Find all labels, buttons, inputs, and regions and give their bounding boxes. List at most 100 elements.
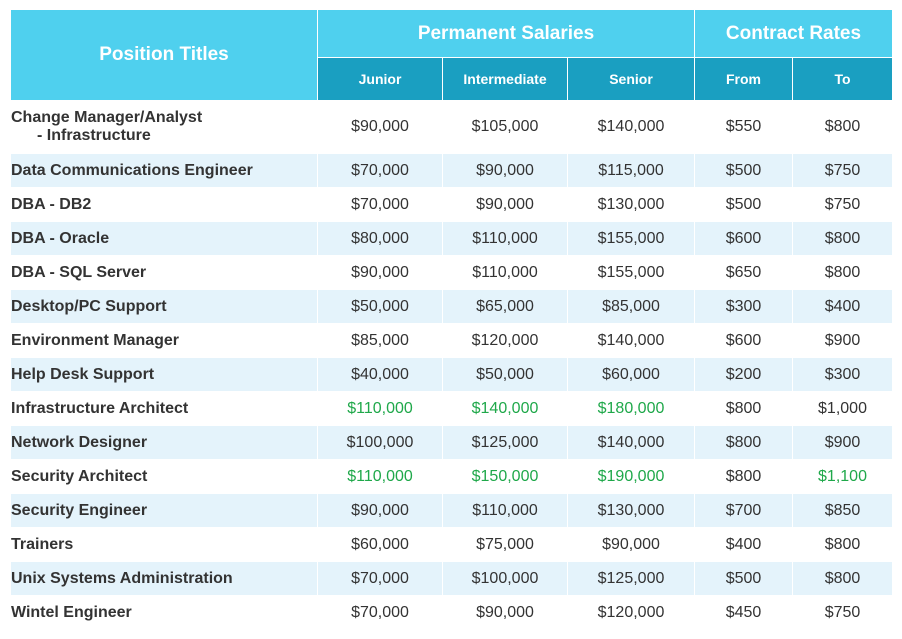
junior-salary: $100,000 [317, 425, 443, 460]
intermediate-salary: $120,000 [442, 323, 568, 358]
junior-salary: $110,000 [317, 391, 443, 426]
contract-to: $750 [792, 153, 893, 188]
header-contract-rates: Contract Rates [694, 9, 893, 58]
position-title: Wintel Engineer [10, 595, 318, 630]
table-row: DBA - SQL Server $90,000 $110,000 $155,0… [10, 255, 893, 290]
junior-salary: $85,000 [317, 323, 443, 358]
junior-salary: $90,000 [317, 100, 443, 154]
intermediate-salary: $90,000 [442, 153, 568, 188]
junior-salary: $60,000 [317, 527, 443, 562]
position-title: Infrastructure Architect [10, 391, 318, 426]
header-position-titles: Position Titles [10, 9, 318, 101]
contract-from: $550 [694, 100, 793, 154]
contract-from: $450 [694, 595, 793, 630]
senior-salary: $90,000 [567, 527, 695, 562]
table-row: Security Architect $110,000 $150,000 $19… [10, 459, 893, 494]
position-title-cell: Change Manager/Analyst - Infrastructure [10, 100, 318, 154]
senior-salary: $130,000 [567, 493, 695, 528]
contract-to: $900 [792, 323, 893, 358]
senior-salary: $140,000 [567, 425, 695, 460]
contract-from: $500 [694, 187, 793, 222]
position-title: Network Designer [10, 425, 318, 460]
contract-from: $300 [694, 289, 793, 324]
table-row: Unix Systems Administration $70,000 $100… [10, 561, 893, 596]
header-permanent-salaries: Permanent Salaries [317, 9, 695, 58]
senior-salary: $140,000 [567, 100, 695, 154]
contract-to: $850 [792, 493, 893, 528]
junior-salary: $70,000 [317, 153, 443, 188]
header-intermediate: Intermediate [442, 57, 568, 101]
salary-table: Position Titles Permanent Salaries Contr… [10, 9, 893, 630]
contract-from: $400 [694, 527, 793, 562]
table-row: DBA - DB2 $70,000 $90,000 $130,000 $500 … [10, 187, 893, 222]
table-row: Change Manager/Analyst - Infrastructure … [10, 100, 893, 154]
table-row: Infrastructure Architect $110,000 $140,0… [10, 391, 893, 426]
senior-salary: $130,000 [567, 187, 695, 222]
contract-to: $750 [792, 187, 893, 222]
junior-salary: $70,000 [317, 187, 443, 222]
position-title: Change Manager/Analyst [11, 109, 203, 126]
intermediate-salary: $150,000 [442, 459, 568, 494]
header-to: To [792, 57, 893, 101]
table-row: Environment Manager $85,000 $120,000 $14… [10, 323, 893, 358]
contract-to: $800 [792, 561, 893, 596]
position-title: Security Architect [10, 459, 318, 494]
junior-salary: $110,000 [317, 459, 443, 494]
intermediate-salary: $110,000 [442, 221, 568, 256]
junior-salary: $90,000 [317, 255, 443, 290]
intermediate-salary: $105,000 [442, 100, 568, 154]
junior-salary: $80,000 [317, 221, 443, 256]
senior-salary: $190,000 [567, 459, 695, 494]
junior-salary: $90,000 [317, 493, 443, 528]
contract-from: $800 [694, 459, 793, 494]
table-row: Network Designer $100,000 $125,000 $140,… [10, 425, 893, 460]
table-row: Help Desk Support $40,000 $50,000 $60,00… [10, 357, 893, 392]
contract-from: $800 [694, 425, 793, 460]
intermediate-salary: $65,000 [442, 289, 568, 324]
contract-to: $1,000 [792, 391, 893, 426]
senior-salary: $60,000 [567, 357, 695, 392]
contract-to: $400 [792, 289, 893, 324]
senior-salary: $120,000 [567, 595, 695, 630]
contract-from: $600 [694, 221, 793, 256]
position-title: Unix Systems Administration [10, 561, 318, 596]
position-title: Help Desk Support [10, 357, 318, 392]
contract-to: $800 [792, 221, 893, 256]
contract-from: $600 [694, 323, 793, 358]
intermediate-salary: $90,000 [442, 595, 568, 630]
intermediate-salary: $110,000 [442, 255, 568, 290]
position-title: Trainers [10, 527, 318, 562]
junior-salary: $40,000 [317, 357, 443, 392]
header-from: From [694, 57, 793, 101]
table-body: Change Manager/Analyst - Infrastructure … [10, 100, 893, 630]
senior-salary: $155,000 [567, 221, 695, 256]
header-junior: Junior [317, 57, 443, 101]
position-title: Environment Manager [10, 323, 318, 358]
intermediate-salary: $50,000 [442, 357, 568, 392]
contract-from: $700 [694, 493, 793, 528]
junior-salary: $70,000 [317, 595, 443, 630]
position-title: DBA - DB2 [10, 187, 318, 222]
contract-from: $650 [694, 255, 793, 290]
contract-to: $800 [792, 100, 893, 154]
header-senior: Senior [567, 57, 695, 101]
contract-to: $1,100 [792, 459, 893, 494]
table-row: Security Engineer $90,000 $110,000 $130,… [10, 493, 893, 528]
contract-to: $750 [792, 595, 893, 630]
intermediate-salary: $75,000 [442, 527, 568, 562]
senior-salary: $115,000 [567, 153, 695, 188]
contract-from: $800 [694, 391, 793, 426]
table-row: Desktop/PC Support $50,000 $65,000 $85,0… [10, 289, 893, 324]
position-title: Data Communications Engineer [10, 153, 318, 188]
contract-to: $300 [792, 357, 893, 392]
intermediate-salary: $90,000 [442, 187, 568, 222]
contract-from: $200 [694, 357, 793, 392]
intermediate-salary: $125,000 [442, 425, 568, 460]
contract-to: $800 [792, 255, 893, 290]
contract-from: $500 [694, 153, 793, 188]
junior-salary: $70,000 [317, 561, 443, 596]
position-title: Desktop/PC Support [10, 289, 318, 324]
intermediate-salary: $110,000 [442, 493, 568, 528]
table-row: Wintel Engineer $70,000 $90,000 $120,000… [10, 595, 893, 630]
table-row: Data Communications Engineer $70,000 $90… [10, 153, 893, 188]
